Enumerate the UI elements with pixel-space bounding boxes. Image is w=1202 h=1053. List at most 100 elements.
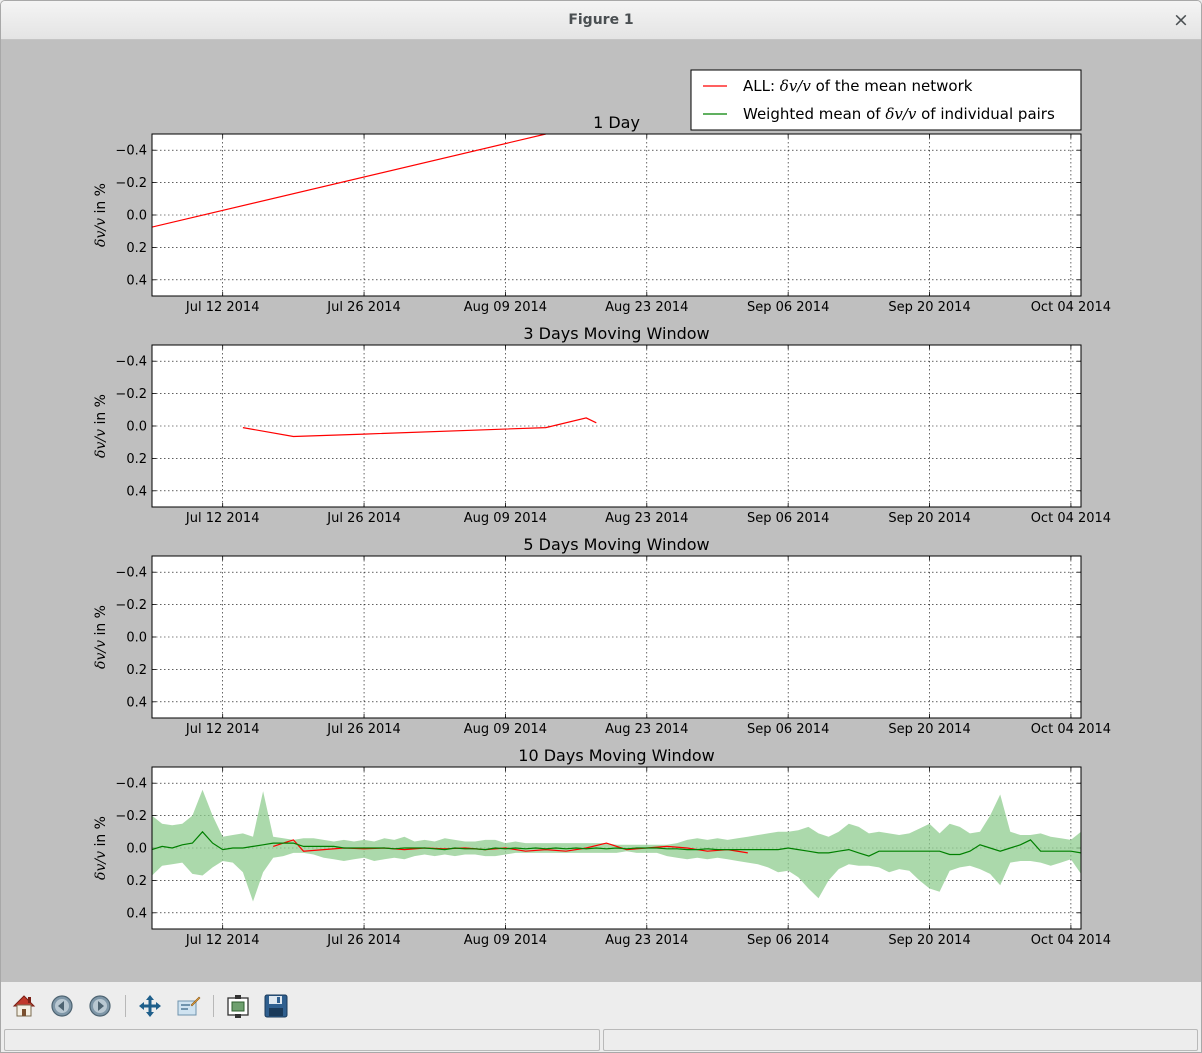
subplot-2: −0.4 −0.2 0.0 0.2 0.4 Jul 12 2014 Jul 26 2014 A… [93,324,1111,526]
x-tick-label: Aug 09 2014 [464,933,547,948]
back-button[interactable] [47,991,77,1021]
x-tick-label: Jul 12 2014 [185,722,260,737]
status-bar [1,1027,1201,1052]
y-tick-label: 0.2 [126,452,147,467]
y-axis-label: δv/v in % [93,605,109,669]
y-axis-label-math: δv/v [93,851,109,880]
y-tick-label: −0.4 [115,777,147,792]
x-tick-label: Jul 26 2014 [326,511,401,526]
navigation-toolbar [1,983,1201,1027]
x-tick-label: Aug 09 2014 [464,300,547,315]
y-axis-label-math: δv/v [93,429,109,458]
home-button[interactable] [9,991,39,1021]
x-tick-label: Aug 23 2014 [605,511,688,526]
legend-label-pairs: Weighted mean of δv/v of individual pair… [743,105,1055,123]
x-tick-label: Aug 09 2014 [464,722,547,737]
x-tick-label: Sep 06 2014 [747,511,829,526]
plot-area [152,789,1081,902]
legend-label-math: δv/v [780,77,812,95]
subplot-3: −0.4 −0.2 0.0 0.2 0.4 Jul 12 2014 Jul 26 2014 A… [93,535,1111,737]
legend-label-math: δv/v [885,105,917,123]
configure-subplots-button[interactable] [223,991,253,1021]
series-line-all [242,417,597,438]
zoom-button[interactable] [173,991,203,1021]
x-tick-label: Oct 04 2014 [1031,933,1111,948]
toolbar-separator [213,995,214,1017]
legend-label-suffix: of the mean network [811,77,973,95]
home-icon [12,995,36,1017]
y-tick-label: 0.0 [126,420,147,435]
legend-label-prefix: Weighted mean of [743,105,885,123]
save-button[interactable] [261,991,291,1021]
confidence-band-pairs [152,789,1081,902]
toolbar-separator [125,995,126,1017]
subplot-4: −0.4 −0.2 0.0 0.2 0.4 Jul 12 2014 Jul 26 2014 A… [93,746,1111,948]
x-tick-label: Oct 04 2014 [1031,300,1111,315]
y-tick-label: 0.4 [126,273,147,288]
y-axis-label-text: in % [93,816,109,851]
y-tick-label: −0.2 [115,387,147,402]
x-tick-label: Oct 04 2014 [1031,722,1111,737]
y-axis-label-text: in % [93,183,109,218]
subplot-1: −0.4 −0.2 0.0 0.2 0.4 Jul 12 2014 Jul 26 2014 A… [93,113,1111,315]
x-tick-label: Jul 26 2014 [326,722,401,737]
x-tick-label: Aug 23 2014 [605,933,688,948]
plot-area [242,417,597,438]
y-tick-label: −0.4 [115,144,147,159]
y-tick-label: 0.4 [126,906,147,921]
y-tick-label: 0.4 [126,695,147,710]
zoom-icon [177,996,201,1016]
subplots-icon [227,995,249,1018]
y-tick-label: −0.2 [115,809,147,824]
y-axis-label-math: δv/v [93,640,109,669]
axes-frame [151,344,1082,508]
x-tick-label: Sep 06 2014 [747,933,829,948]
x-tick-label: Jul 12 2014 [185,933,260,948]
status-coordinates [603,1029,1198,1051]
forward-button[interactable] [85,991,115,1021]
subplot-title: 5 Days Moving Window [523,535,709,554]
x-tick-label: Aug 23 2014 [605,722,688,737]
x-tick-label: Sep 20 2014 [888,722,970,737]
y-tick-label: −0.2 [115,598,147,613]
window-title: Figure 1 [568,12,634,28]
x-tick-label: Sep 20 2014 [888,300,970,315]
y-axis-label: δv/v in % [93,183,109,247]
axes-frame [151,133,1082,297]
y-tick-label: 0.2 [126,663,147,678]
x-tick-label: Oct 04 2014 [1031,511,1111,526]
pan-button[interactable] [135,991,165,1021]
forward-icon [89,995,111,1017]
x-tick-label: Jul 26 2014 [326,933,401,948]
y-tick-label: −0.4 [115,355,147,370]
x-tick-label: Sep 20 2014 [888,511,970,526]
subplot-title: 10 Days Moving Window [518,746,714,765]
x-tick-label: Aug 09 2014 [464,511,547,526]
plot-area [152,134,546,228]
figure-svg[interactable]: −0.4 −0.2 0.0 0.2 0.4 Jul 12 2014 Jul 26 2014 A… [1,40,1201,982]
save-icon [264,994,288,1018]
figure-canvas[interactable]: −0.4 −0.2 0.0 0.2 0.4 Jul 12 2014 Jul 26 2014 A… [1,40,1201,982]
series-line-all [152,134,546,228]
series-line-pairs [152,830,1081,857]
y-axis-label-math: δv/v [93,218,109,247]
y-axis-label-text: in % [93,605,109,640]
y-tick-label: 0.0 [126,842,147,857]
y-tick-label: 0.2 [126,874,147,889]
subplot-title: 3 Days Moving Window [523,324,709,343]
y-tick-label: −0.2 [115,176,147,191]
x-tick-label: Sep 20 2014 [888,933,970,948]
y-tick-label: 0.2 [126,241,147,256]
title-bar[interactable]: Figure 1 × [1,1,1201,40]
y-tick-label: −0.4 [115,566,147,581]
pan-icon [139,995,161,1017]
y-axis-label-text: in % [93,394,109,429]
close-button[interactable]: × [1173,9,1189,31]
series-line-all [273,839,748,854]
y-tick-label: 0.0 [126,631,147,646]
subplot-title: 1 Day [593,113,640,132]
legend: ALL: δv/v of the mean network Weighted me… [690,69,1082,131]
x-tick-label: Aug 23 2014 [605,300,688,315]
legend-label-prefix: ALL: [743,77,780,95]
